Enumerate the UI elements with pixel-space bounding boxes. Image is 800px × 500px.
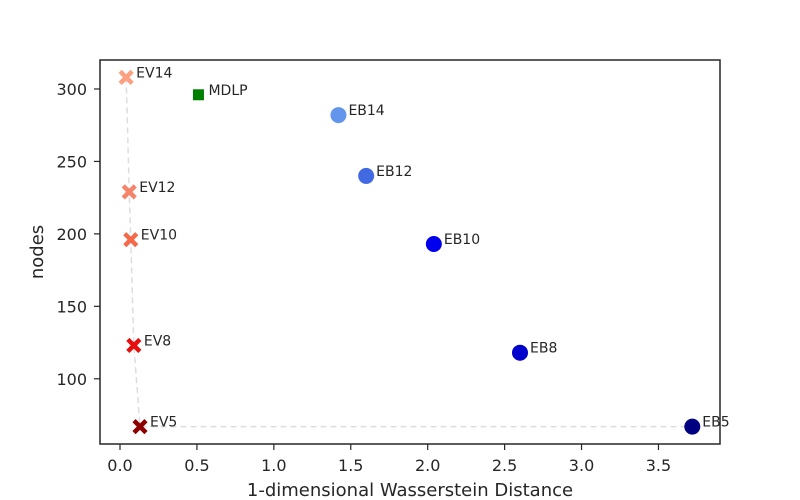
y-tick-label: 100 <box>56 370 87 389</box>
point-ev5 <box>132 419 148 435</box>
plot-frame <box>99 59 721 445</box>
x-axis-title: 1-dimensional Wasserstein Distance <box>247 480 573 500</box>
x-tick-label: 2.0 <box>415 456 440 475</box>
point-label-eb5: EB5 <box>702 415 729 431</box>
point-label-ev8: EV8 <box>144 333 171 349</box>
point-label-mdlp: MDLP <box>208 83 247 99</box>
y-tick-label: 150 <box>56 297 87 316</box>
x-tick-label: 1.5 <box>338 456 363 475</box>
point-mdlp <box>192 89 204 101</box>
x-tick-label: 2.5 <box>492 456 517 475</box>
point-ev14 <box>118 69 134 85</box>
x-tick-label: 3.5 <box>646 456 671 475</box>
y-axis-ticks: 100 150 200 250 300 <box>56 80 100 389</box>
point-eb8 <box>512 344 528 361</box>
point-label-eb14: EB14 <box>348 103 384 119</box>
points-layer: EV14 EV12 EV10 EV8 EV5 MDLP EB14 EB12 EB10 EB8 EB5 <box>118 65 730 435</box>
frontier-layer <box>125 77 693 428</box>
point-label-ev5: EV5 <box>150 415 177 431</box>
point-ev8 <box>126 337 142 354</box>
point-ev10 <box>123 232 139 248</box>
point-label-eb10: EB10 <box>444 232 480 248</box>
x-tick-label: 3.0 <box>569 456 594 475</box>
x-tick-label: 0.0 <box>107 456 132 475</box>
y-tick-label: 200 <box>56 225 87 244</box>
point-label-ev12: EV12 <box>139 180 175 196</box>
point-eb5 <box>684 418 701 435</box>
x-tick-label: 0.5 <box>184 456 209 475</box>
point-ev12 <box>121 184 137 200</box>
point-label-eb8: EB8 <box>530 341 557 357</box>
y-tick-label: 300 <box>56 80 87 99</box>
point-label-eb12: EB12 <box>376 164 412 180</box>
y-tick-label: 250 <box>56 152 87 171</box>
point-eb12 <box>358 167 375 184</box>
x-axis-ticks: 0.0 0.5 1.0 1.5 2.0 2.5 3.0 3.5 <box>107 444 671 475</box>
point-eb10 <box>425 236 442 253</box>
point-label-ev10: EV10 <box>141 228 177 244</box>
point-eb14 <box>330 107 347 124</box>
y-axis-title: nodes <box>27 225 48 279</box>
frontier-line <box>125 77 693 428</box>
x-tick-label: 1.0 <box>261 456 286 475</box>
point-label-ev14: EV14 <box>136 65 172 81</box>
